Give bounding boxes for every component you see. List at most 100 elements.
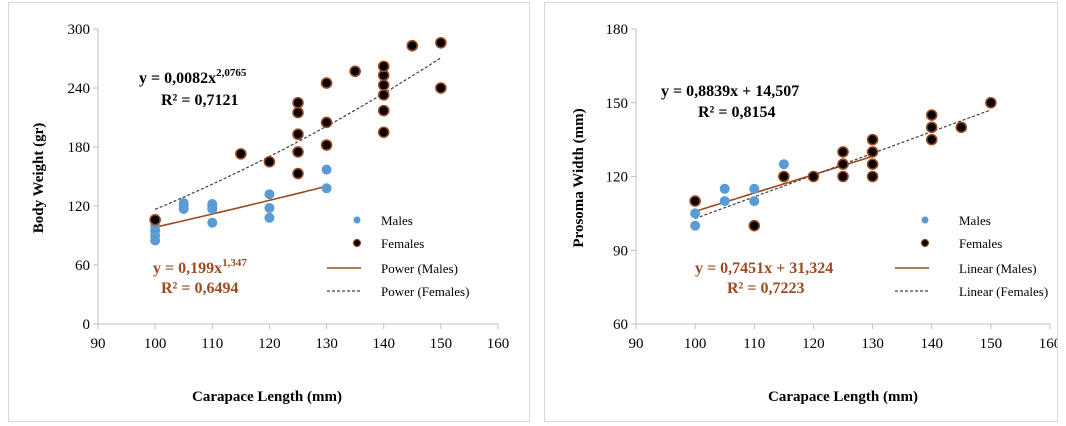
legend-males-label: Males [959, 213, 991, 228]
x-tick-label: 140 [920, 336, 943, 352]
y-tick-label: 0 [83, 317, 91, 333]
female-data-point [985, 96, 997, 109]
male-data-point [690, 220, 701, 231]
x-tick-label: 90 [629, 336, 644, 352]
female-data-point [235, 148, 247, 160]
legend-male-trend-label: Power (Males) [381, 261, 458, 276]
female-data-point [320, 139, 333, 151]
x-tick-label: 120 [802, 336, 825, 352]
females-r-squared: R² = 0,8154 [698, 104, 775, 121]
female-data-point [292, 96, 304, 109]
male-data-point [719, 183, 730, 194]
legend: Males Females Linear (Males) Linear (Fem… [895, 213, 1048, 299]
females-r-squared: R² = 0,7121 [161, 92, 238, 109]
x-axis-title: Carapace Length (mm) [768, 389, 918, 405]
legend-female-trend-label: Power (Females) [381, 284, 469, 299]
chart-panel-body-weight: 90 100 110 120 130 140 150 160 0 60 120 180 240 300 C… [8, 2, 530, 422]
female-data-point [435, 82, 447, 94]
legend-female-trend-label: Linear (Females) [959, 284, 1048, 299]
y-tick-label: 90 [613, 243, 628, 259]
male-data-point [207, 217, 218, 228]
y-axis-title: Body Weight (gr) [31, 123, 47, 234]
legend-females-marker [352, 238, 362, 248]
legend-females-marker [920, 238, 930, 248]
legend-males-marker [921, 216, 929, 224]
male-trendline [154, 185, 327, 229]
females-equation: y = 0,8839x + 14,507 [661, 83, 799, 100]
female-data-point [837, 146, 849, 158]
female-data-point [377, 60, 390, 73]
female-data-point [320, 77, 333, 89]
females-equation-main: y = 0,0082x [139, 70, 216, 87]
female-data-point [925, 121, 938, 134]
x-tick-label: 140 [372, 336, 395, 352]
male-data-point [264, 212, 275, 223]
female-data-point [866, 158, 879, 171]
y-tick-label: 300 [68, 22, 91, 38]
male-data-point [749, 196, 760, 207]
female-data-point [292, 106, 304, 119]
female-data-point [263, 155, 276, 168]
female-data-point [866, 146, 879, 158]
prosoma-width-chart: 901001101201301401501606090120150180 Car… [571, 22, 1057, 405]
male-data-point [719, 196, 730, 207]
female-data-point [778, 170, 790, 183]
male-data-point [178, 198, 189, 209]
female-data-point [866, 170, 879, 183]
y-tick-label: 180 [68, 140, 91, 156]
males-equation-exponent: 1,347 [222, 257, 247, 269]
legend-females-label: Females [959, 236, 1002, 251]
x-tick-label: 130 [861, 336, 884, 352]
female-data-point [837, 158, 849, 171]
legend-males-label: Males [381, 213, 413, 228]
y-tick-label: 60 [75, 258, 90, 274]
female-data-point [925, 133, 938, 146]
x-tick-label: 150 [980, 336, 1003, 352]
female-data-point [435, 36, 447, 49]
females-equation: y = 0,0082x2,0765 [139, 67, 247, 87]
female-data-point [866, 133, 879, 146]
male-data-point [264, 189, 275, 200]
female-data-point [807, 170, 820, 183]
x-tick-label: 120 [258, 336, 281, 352]
female-data-point [292, 146, 304, 158]
female-data-point [149, 213, 161, 226]
female-data-point [377, 126, 390, 139]
x-tick-label: 160 [1039, 336, 1057, 352]
male-data-point [749, 183, 760, 194]
female-data-point [377, 89, 390, 101]
male-data-point [690, 208, 701, 219]
female-data-point [377, 104, 390, 117]
legend: Males Females Power (Males) Power (Femal… [327, 213, 469, 299]
female-data-point [292, 167, 304, 180]
x-tick-label: 100 [684, 336, 707, 352]
female-data-point [406, 39, 419, 52]
legend-females-label: Females [381, 236, 424, 251]
y-tick-label: 150 [606, 96, 629, 112]
x-tick-label: 100 [144, 336, 167, 352]
males-equation: y = 0,199x1,347 [153, 257, 247, 277]
female-data-point [748, 219, 761, 232]
female-data-point [955, 121, 968, 134]
x-tick-label: 160 [487, 336, 510, 352]
y-tick-label: 240 [68, 81, 91, 97]
x-tick-label: 90 [91, 336, 106, 352]
females-equation-exponent: 2,0765 [216, 67, 247, 79]
female-data-point [925, 109, 938, 121]
male-data-point [321, 164, 332, 175]
y-tick-label: 180 [606, 22, 629, 38]
x-axis-title: Carapace Length (mm) [192, 389, 342, 405]
y-axis-title: Prosoma Width (mm) [571, 108, 587, 247]
female-data-point [689, 195, 701, 207]
female-data-point [837, 170, 849, 183]
body-weight-chart: 90 100 110 120 130 140 150 160 0 60 120 180 240 300 C… [31, 22, 510, 405]
male-data-point [207, 199, 218, 210]
legend-males-marker [353, 216, 361, 224]
y-tick-label: 120 [606, 170, 629, 186]
males-r-squared: R² = 0,7223 [727, 280, 804, 297]
female-data-point [320, 116, 333, 129]
y-tick-label: 60 [613, 317, 628, 333]
female-data-point [292, 128, 304, 141]
x-tick-label: 110 [201, 336, 223, 352]
female-data-point [377, 79, 390, 91]
